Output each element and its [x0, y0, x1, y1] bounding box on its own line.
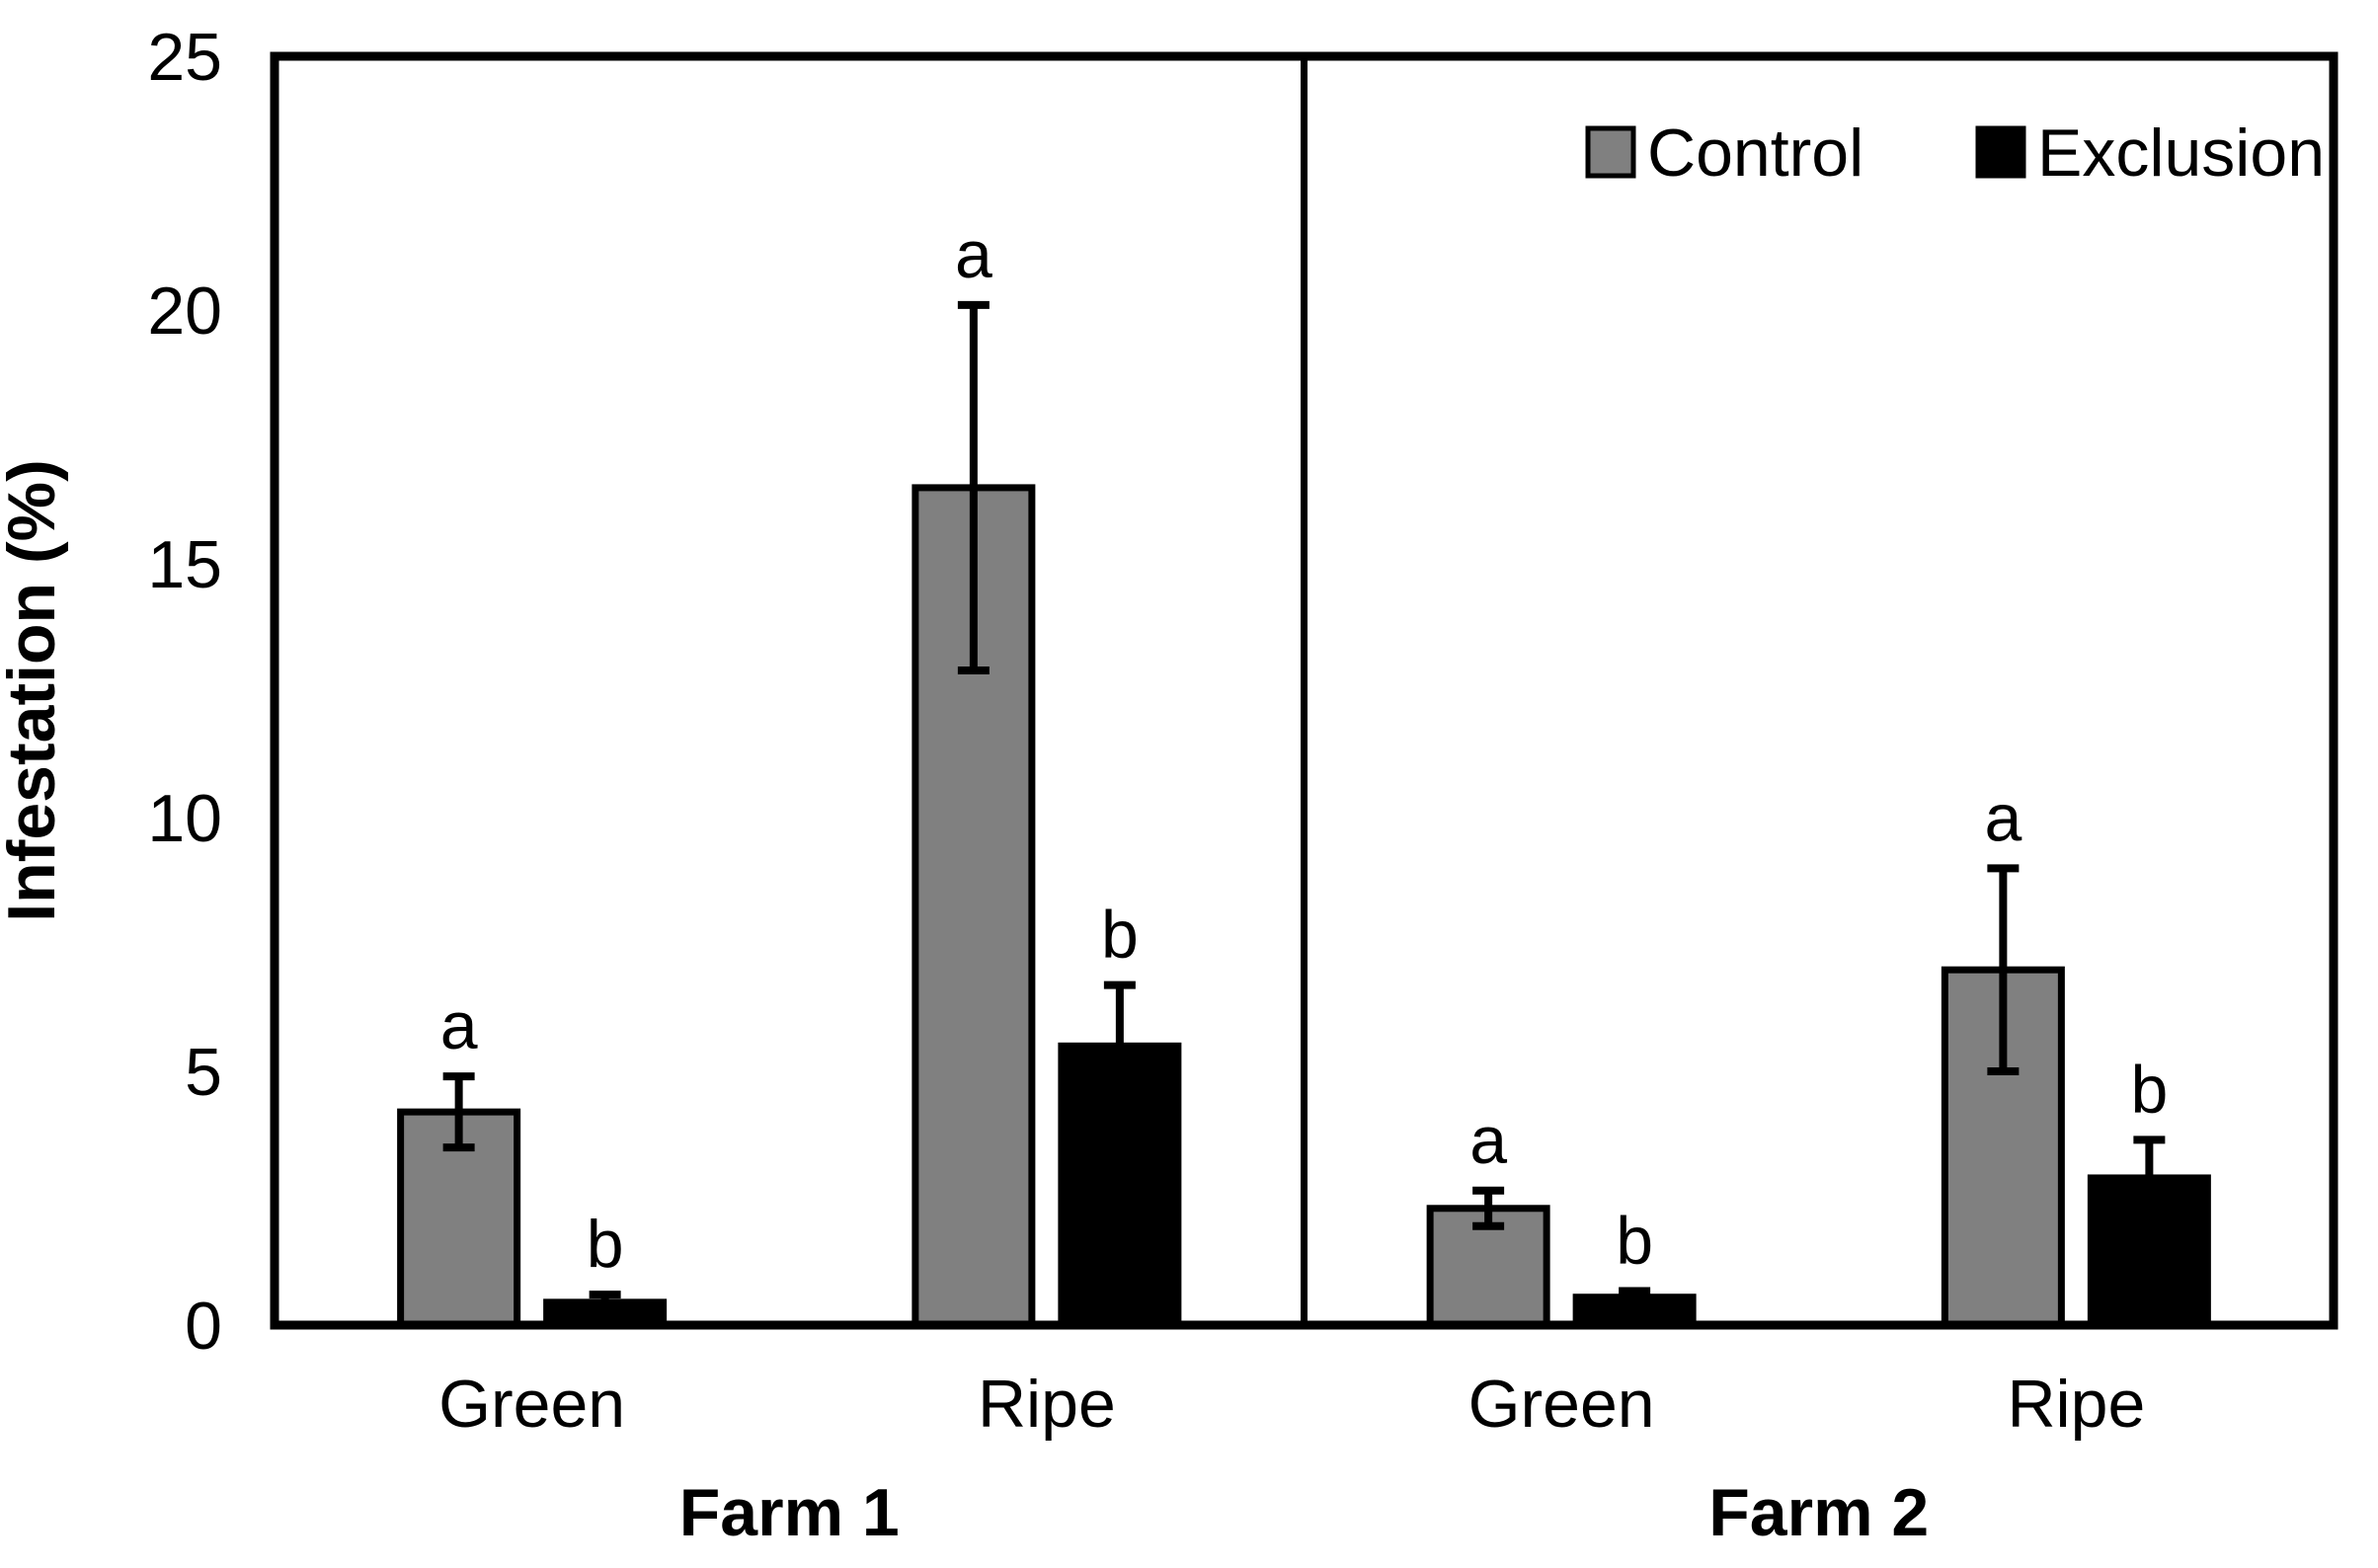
sig-letter-farm-2-ripe-control: a — [1984, 780, 2021, 855]
x-category-label-farm-1-ripe: Ripe — [978, 1367, 1116, 1442]
error-bar-farm-2-ripe-control — [1987, 864, 2020, 1075]
legend: Control Exclusion — [1585, 116, 2325, 191]
error-bar-farm-1-ripe-exclusion — [1103, 980, 1136, 1111]
error-bar-farm-2-green-exclusion — [1619, 1287, 1651, 1307]
legend-label-control: Control — [1647, 116, 1863, 191]
y-tick-label-0: 0 — [185, 1289, 222, 1364]
y-tick-label-20: 20 — [147, 274, 222, 349]
x-panel-label-farm-2: Farm 2 — [1708, 1475, 1929, 1550]
x-category-label-farm-2-ripe: Ripe — [2007, 1367, 2145, 1442]
legend-swatch-control — [1585, 125, 1636, 179]
error-bar-farm-1-green-control — [442, 1072, 475, 1152]
y-tick-label-25: 25 — [147, 20, 222, 95]
plot-border — [270, 51, 2338, 1330]
legend-swatch-exclusion — [1975, 125, 2026, 179]
error-bar-farm-1-ripe-control — [957, 300, 990, 674]
sig-letter-farm-1-ripe-control: a — [955, 217, 992, 292]
x-panel-label-farm-1: Farm 1 — [679, 1475, 900, 1550]
error-bar-farm-2-ripe-exclusion — [2133, 1136, 2166, 1220]
sig-letter-farm-1-ripe-exclusion: b — [1101, 898, 1139, 973]
error-bar-farm-1-green-exclusion — [589, 1291, 621, 1314]
sig-letter-farm-1-green-exclusion: b — [587, 1207, 624, 1282]
legend-label-exclusion: Exclusion — [2037, 116, 2325, 191]
y-tick-label-10: 10 — [147, 781, 222, 856]
sig-letter-farm-1-green-control: a — [440, 988, 478, 1063]
sig-letter-farm-2-green-exclusion: b — [1616, 1204, 1653, 1279]
error-bar-farm-2-green-control — [1472, 1186, 1505, 1230]
x-category-label-farm-1-green: Green — [438, 1367, 625, 1442]
y-tick-label-5: 5 — [185, 1035, 222, 1110]
sig-letter-farm-2-green-control: a — [1469, 1103, 1507, 1178]
sig-letter-farm-2-ripe-exclusion: b — [2130, 1052, 2168, 1127]
x-category-label-farm-2-green: Green — [1468, 1367, 1655, 1442]
y-tick-label-15: 15 — [147, 527, 222, 602]
y-axis-title: Infestation (%) — [0, 459, 69, 921]
